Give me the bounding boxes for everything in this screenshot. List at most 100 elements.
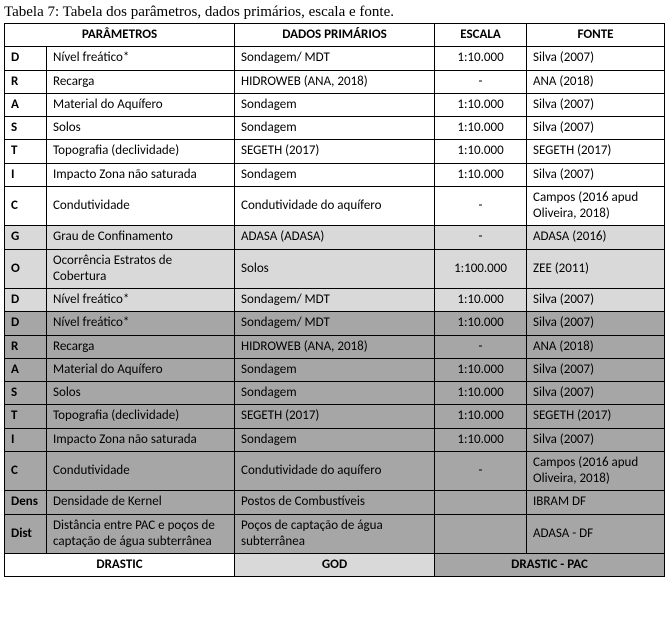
table-row: DensDensidade de KernelPostos de Combust… [5, 491, 665, 514]
param-code: S [5, 382, 47, 405]
table-row: OOcorrência Estratos de CoberturaSolos1:… [5, 249, 665, 289]
param-dados: Postos de Combustíveis [235, 491, 435, 514]
legend-row: DRASTIC GOD DRASTIC - PAC [5, 554, 665, 577]
param-escala: - [435, 70, 527, 93]
param-fonte: Silva (2007) [527, 117, 665, 140]
param-dados: SEGETH (2017) [235, 405, 435, 428]
table-header-row: PARÂMETROS DADOS PRIMÁRIOS ESCALA FONTE [5, 24, 665, 47]
param-code: T [5, 405, 47, 428]
table-row: AMaterial do AquíferoSondagem1:10.000Sil… [5, 93, 665, 116]
param-code: O [5, 249, 47, 289]
param-dados: Condutividade do aquífero [235, 451, 435, 491]
param-fonte: SEGETH (2017) [527, 140, 665, 163]
param-dados: Sondagem/ MDT [235, 312, 435, 335]
table-caption: Tabela 7: Tabela dos parâmetros, dados p… [4, 4, 664, 21]
param-name: Condutividade [47, 186, 235, 226]
param-fonte: Silva (2007) [527, 312, 665, 335]
table-row: DNível freático*Sondagem/ MDT1:10.000Sil… [5, 289, 665, 312]
param-fonte: Silva (2007) [527, 428, 665, 451]
param-code: R [5, 70, 47, 93]
param-name: Impacto Zona não saturada [47, 163, 235, 186]
legend-drastic-pac: DRASTIC - PAC [435, 554, 665, 577]
param-escala: 1:10.000 [435, 117, 527, 140]
param-escala: 1:10.000 [435, 140, 527, 163]
param-dados: HIDROWEB (ANA, 2018) [235, 70, 435, 93]
param-fonte: Silva (2007) [527, 358, 665, 381]
legend-drastic: DRASTIC [5, 554, 235, 577]
param-name: Condutividade [47, 451, 235, 491]
param-dados: Condutividade do aquífero [235, 186, 435, 226]
table-row: DNível freático*Sondagem/ MDT1:10.000Sil… [5, 312, 665, 335]
header-fonte: FONTE [527, 24, 665, 47]
param-dados: Sondagem [235, 358, 435, 381]
param-name: Nível freático* [47, 289, 235, 312]
param-fonte: Campos (2016 apud Oliveira, 2018) [527, 186, 665, 226]
parameters-table: PARÂMETROS DADOS PRIMÁRIOS ESCALA FONTE … [4, 23, 665, 577]
param-dados: Sondagem/ MDT [235, 289, 435, 312]
table-row: RRecargaHIDROWEB (ANA, 2018)-ANA (2018) [5, 70, 665, 93]
param-fonte: Silva (2007) [527, 382, 665, 405]
param-code: G [5, 226, 47, 249]
param-fonte: SEGETH (2017) [527, 405, 665, 428]
param-escala: 1:10.000 [435, 382, 527, 405]
table-row: CCondutividadeCondutividade do aquífero-… [5, 451, 665, 491]
param-name: Material do Aquífero [47, 93, 235, 116]
table-row: TTopografia (declividade)SEGETH (2017)1:… [5, 405, 665, 428]
param-escala: 1:100.000 [435, 249, 527, 289]
param-dados: Sondagem/ MDT [235, 47, 435, 70]
param-fonte: ANA (2018) [527, 70, 665, 93]
param-dados: Sondagem [235, 382, 435, 405]
header-escala: ESCALA [435, 24, 527, 47]
param-fonte: Silva (2007) [527, 289, 665, 312]
param-code: A [5, 93, 47, 116]
param-dados: Sondagem [235, 163, 435, 186]
param-escala: - [435, 186, 527, 226]
param-dados: Poços de captação de água subterrânea [235, 514, 435, 554]
param-name: Solos [47, 117, 235, 140]
param-code: S [5, 117, 47, 140]
param-name: Nível freático* [47, 312, 235, 335]
param-fonte: ADASA (2016) [527, 226, 665, 249]
param-dados: Sondagem [235, 93, 435, 116]
legend-god: GOD [235, 554, 435, 577]
table-row: RRecargaHIDROWEB (ANA, 2018)-ANA (2018) [5, 335, 665, 358]
param-name: Impacto Zona não saturada [47, 428, 235, 451]
param-code: D [5, 47, 47, 70]
param-fonte: Campos (2016 apud Oliveira, 2018) [527, 451, 665, 491]
header-parametros: PARÂMETROS [5, 24, 235, 47]
param-name: Recarga [47, 335, 235, 358]
param-escala: 1:10.000 [435, 93, 527, 116]
param-fonte: Silva (2007) [527, 47, 665, 70]
param-escala: 1:10.000 [435, 312, 527, 335]
param-escala: 1:10.000 [435, 289, 527, 312]
param-escala: 1:10.000 [435, 163, 527, 186]
param-name: Ocorrência Estratos de Cobertura [47, 249, 235, 289]
param-name: Material do Aquífero [47, 358, 235, 381]
param-dados: Solos [235, 249, 435, 289]
param-name: Nível freático* [47, 47, 235, 70]
param-code: C [5, 451, 47, 491]
table-row: CCondutividadeCondutividade do aquífero-… [5, 186, 665, 226]
param-dados: Sondagem [235, 428, 435, 451]
param-name: Grau de Confinamento [47, 226, 235, 249]
param-escala: - [435, 226, 527, 249]
param-escala: 1:10.000 [435, 405, 527, 428]
param-code: I [5, 163, 47, 186]
param-dados: Sondagem [235, 117, 435, 140]
param-name: Recarga [47, 70, 235, 93]
param-escala: - [435, 335, 527, 358]
param-code: D [5, 312, 47, 335]
param-code: D [5, 289, 47, 312]
table-row: AMaterial do AquíferoSondagem1:10.000Sil… [5, 358, 665, 381]
param-escala: - [435, 451, 527, 491]
param-code: A [5, 358, 47, 381]
param-dados: SEGETH (2017) [235, 140, 435, 163]
table-row: DNível freático*Sondagem/ MDT1:10.000Sil… [5, 47, 665, 70]
table-row: IImpacto Zona não saturadaSondagem1:10.0… [5, 428, 665, 451]
param-fonte: Silva (2007) [527, 163, 665, 186]
param-name: Distância entre PAC e poços de captação … [47, 514, 235, 554]
param-fonte: IBRAM DF [527, 491, 665, 514]
param-code: R [5, 335, 47, 358]
param-code: Dens [5, 491, 47, 514]
param-fonte: ZEE (2011) [527, 249, 665, 289]
